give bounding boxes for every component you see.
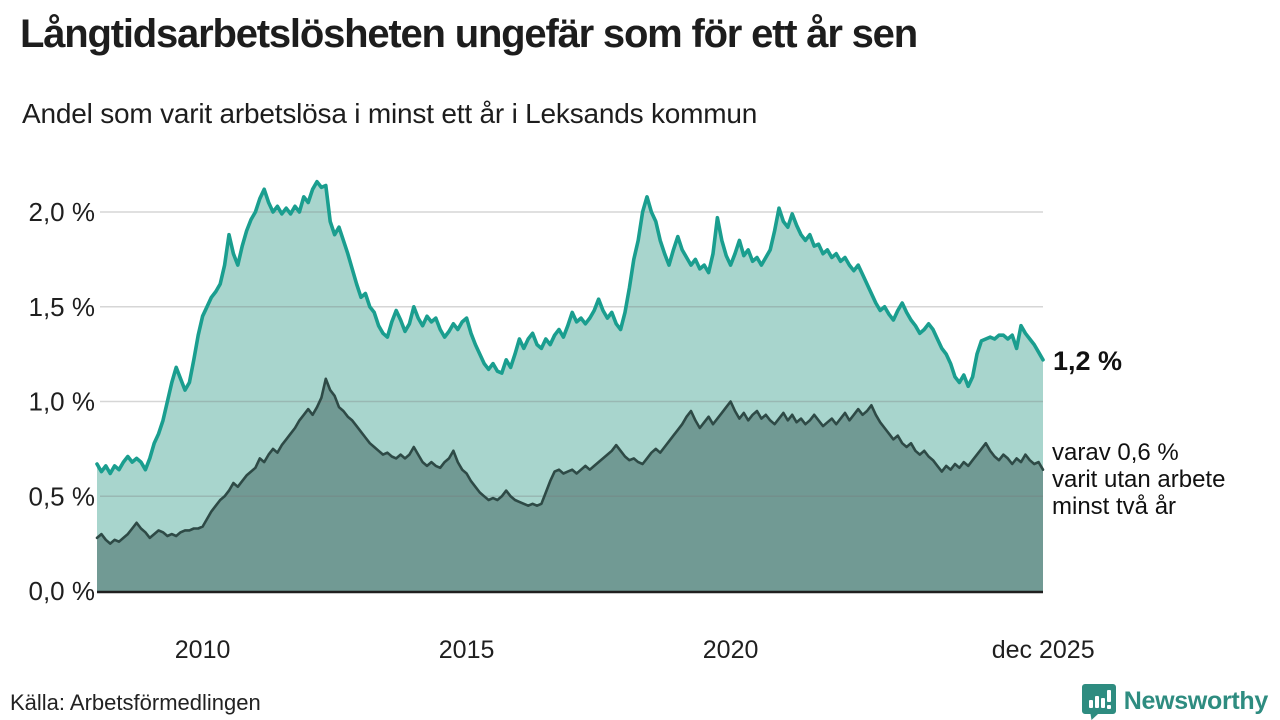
newsworthy-logo[interactable]: Newsworthy [1081,682,1268,720]
newsworthy-chart-bubble-icon [1081,682,1117,720]
y-axis-tick-label: 0,0 % [29,576,96,606]
x-axis-tick-label: 2020 [703,636,759,664]
x-axis-tick-label: dec 2025 [992,636,1095,664]
newsworthy-wordmark: Newsworthy [1123,686,1269,715]
secondary-label-line2: varit utan arbete [1052,466,1226,493]
latest-value-label: 1,2 % [1053,346,1123,376]
area-two-years [97,378,1043,591]
y-axis-tick-label: 1,5 % [29,292,96,322]
y-axis-tick-label: 2,0 % [29,197,96,227]
page-subtitle: Andel som varit arbetslösa i minst ett å… [22,98,758,129]
area-chart: 0,0 % 0,5 % 1,0 % 1,5 % 2,0 % 2010 2015 2020 dec… [29,179,1095,664]
page-title: Långtidsarbetslösheten ungefär som för e… [20,12,918,56]
secondary-label-line1: varav 0,6 % [1052,439,1179,466]
secondary-value-label: varav 0,6 % varit utan arbete minst två … [1052,439,1225,520]
source-caption: Källa: Arbetsförmedlingen [10,690,261,715]
line-total [95,179,1045,476]
x-axis-tick-label: 2015 [439,636,495,664]
x-axis-tick-label: 2010 [175,636,231,664]
y-axis-tick-label: 1,0 % [29,387,96,417]
y-axis-tick-label: 0,5 % [29,481,96,511]
line-two-years [95,377,1045,545]
secondary-label-line3: minst två år [1052,493,1177,520]
